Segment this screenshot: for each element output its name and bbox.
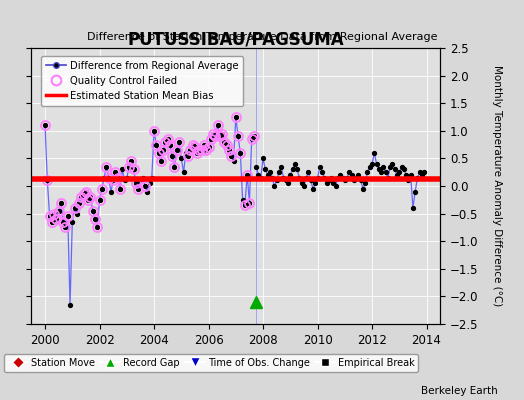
Title: PUTUSSIBAU/PAGSUMA: PUTUSSIBAU/PAGSUMA [127, 30, 344, 48]
Y-axis label: Monthly Temperature Anomaly Difference (°C): Monthly Temperature Anomaly Difference (… [492, 65, 503, 307]
Legend: Station Move, Record Gap, Time of Obs. Change, Empirical Break: Station Move, Record Gap, Time of Obs. C… [4, 354, 418, 372]
Text: Difference of Station Temperature Data from Regional Average: Difference of Station Temperature Data f… [87, 32, 437, 42]
Text: Berkeley Earth: Berkeley Earth [421, 386, 498, 396]
